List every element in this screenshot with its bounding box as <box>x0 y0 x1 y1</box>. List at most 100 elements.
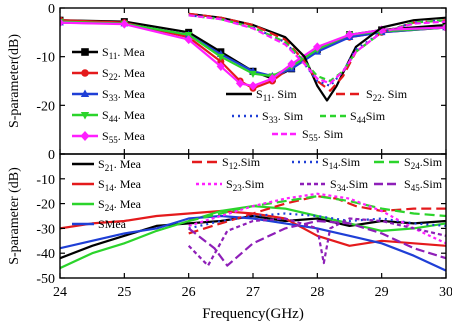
legend-entry-s-mea: SMea <box>72 217 127 231</box>
series-line <box>60 21 446 88</box>
legend-label: S24.Sim <box>404 155 443 171</box>
series-s23-sim <box>188 192 446 245</box>
x-tick-label: 28 <box>310 285 324 300</box>
x-tick-label: 27 <box>246 285 260 300</box>
legend-label: S14. Mea <box>98 177 142 193</box>
y-axis-label-lower: S-parameter (dB) <box>7 167 22 265</box>
series-line <box>187 217 446 267</box>
legend-label: SMea <box>98 217 127 231</box>
y-tick-label: 0 <box>48 148 55 163</box>
legend-label: S22. Mea <box>102 66 146 82</box>
legend-label: S44Sim <box>350 109 386 125</box>
legend-label: S11. Mea <box>102 45 145 61</box>
y-tick-label: -50 <box>36 272 55 287</box>
legend-label: S34.Sim <box>330 177 369 193</box>
legend-label: S22. Sim <box>366 87 408 103</box>
square-marker <box>81 48 89 56</box>
series-line <box>188 219 446 267</box>
legend-entry-s11-mea: S11. Mea <box>72 45 145 61</box>
series-line <box>60 214 446 260</box>
series-s44-sim <box>188 14 446 83</box>
legend-entry-s44-mea: S44. Mea <box>72 108 146 124</box>
legend-entry-s33-mea: S33. Mea <box>72 87 146 103</box>
triangle-down-marker <box>216 53 225 61</box>
triangle-down-marker <box>249 70 257 78</box>
legend-entry-s55-sim: S55. Sim <box>272 127 344 143</box>
triangle-marker <box>80 89 90 98</box>
series-line <box>188 195 446 223</box>
triangle-down-marker <box>80 111 90 120</box>
diamond-marker <box>60 18 65 28</box>
legend-label: S21. Mea <box>98 157 142 173</box>
legend-label: S45.Sim <box>404 177 443 193</box>
legend-entry-s21-mea: S21. Mea <box>72 157 142 173</box>
legend-label: S11. Sim <box>256 87 297 103</box>
y-tick-label: -20 <box>36 99 55 114</box>
x-axis-label: Frequency(GHz) <box>202 306 304 322</box>
legend-entry-s23-sim: S23.Sim <box>196 177 265 193</box>
series-line <box>188 14 446 83</box>
y-tick-label: -20 <box>36 198 55 213</box>
legend-entry-s24-mea: S24. Mea <box>72 197 142 213</box>
y-tick-label: -30 <box>36 222 55 237</box>
legend-label: S55. Mea <box>102 129 146 145</box>
diamond-marker <box>287 59 296 69</box>
diamond-marker <box>313 42 322 52</box>
plot-area-upper <box>60 12 446 102</box>
y-axis-label-upper: S-parameter(dB) <box>7 34 22 128</box>
series-line <box>188 192 446 245</box>
diamond-marker <box>80 131 90 141</box>
diamond-marker <box>235 78 245 88</box>
x-tick-label: 24 <box>53 285 67 300</box>
x-tick-label: 30 <box>439 285 452 300</box>
y-tick-label: 0 <box>48 2 55 17</box>
series-s34-sim <box>187 217 446 267</box>
legend-label: S44. Mea <box>102 108 146 124</box>
legend-label: S23.Sim <box>226 177 265 193</box>
series-s21-mea <box>60 214 446 260</box>
legend-label: S33. Sim <box>262 109 304 125</box>
legend-entry-s55-mea: S55. Mea <box>72 129 146 145</box>
legend-entry-s34-sim: S34.Sim <box>300 177 369 193</box>
series-s45-sim <box>188 219 446 267</box>
legend-entry-s22-mea: S22. Mea <box>72 66 146 82</box>
legend-label: S24. Mea <box>98 197 142 213</box>
diamond-marker <box>184 35 193 45</box>
legend-entry-s11-sim: S11. Sim <box>226 87 297 103</box>
circle-marker <box>217 58 225 66</box>
legend-entry-s14-sim: S14.Sim <box>292 155 361 171</box>
series-line <box>60 214 446 272</box>
x-tick-label: 29 <box>375 285 389 300</box>
legend-entry-s45-sim: S45.Sim <box>374 177 443 193</box>
diamond-marker <box>345 30 354 40</box>
legend-entry-s24-sim: S24.Sim <box>374 155 443 171</box>
legend-entry-s12-sim: S12.Sim <box>192 155 261 171</box>
legend-entry-s44-sim: S44Sim <box>320 109 386 125</box>
diamond-marker <box>441 22 446 33</box>
diamond-marker <box>268 74 277 84</box>
plot-area-lower <box>60 192 446 272</box>
y-tick-label: -40 <box>36 247 55 262</box>
diamond-marker <box>216 61 226 71</box>
legend-entry-s22-sim: S22. Sim <box>336 87 408 103</box>
y-tick-label: -10 <box>36 51 55 66</box>
series-s55-sim <box>188 14 446 85</box>
series-s55-mea <box>60 18 446 91</box>
x-tick-label: 25 <box>117 285 131 300</box>
legend-label: S33. Mea <box>102 87 146 103</box>
legend-label: S55. Sim <box>302 127 344 143</box>
series-line <box>188 14 446 85</box>
legend-entry-s33-sim: S33. Sim <box>232 109 304 125</box>
legend-label: S12.Sim <box>222 155 261 171</box>
y-tick-label: -10 <box>36 173 55 188</box>
legend-entry-s14-mea: S14. Mea <box>72 177 142 193</box>
circle-marker <box>81 69 89 77</box>
legend-label: S14.Sim <box>322 155 361 171</box>
diamond-marker <box>248 81 258 91</box>
x-tick-label: 26 <box>182 285 196 300</box>
diamond-marker <box>120 19 129 29</box>
series-s24-sim <box>188 195 446 223</box>
series-s-mea <box>60 214 446 272</box>
